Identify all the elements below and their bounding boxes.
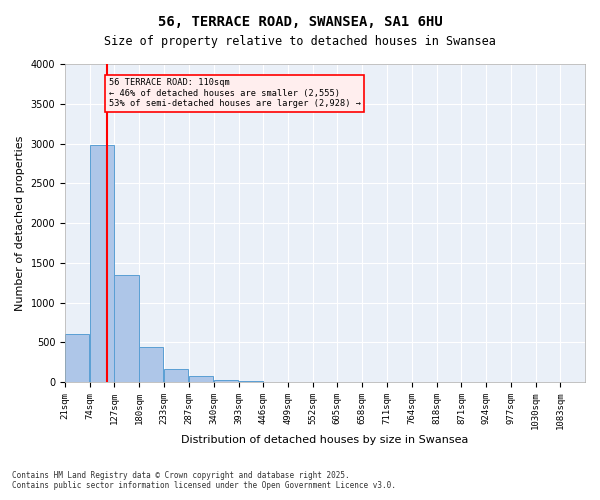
Bar <box>189 376 213 382</box>
Text: Size of property relative to detached houses in Swansea: Size of property relative to detached ho… <box>104 35 496 48</box>
Text: 56 TERRACE ROAD: 110sqm
← 46% of detached houses are smaller (2,555)
53% of semi: 56 TERRACE ROAD: 110sqm ← 46% of detache… <box>109 78 361 108</box>
Bar <box>214 380 238 382</box>
Bar <box>164 369 188 382</box>
Bar <box>65 334 89 382</box>
Text: Contains HM Land Registry data © Crown copyright and database right 2025.
Contai: Contains HM Land Registry data © Crown c… <box>12 470 396 490</box>
Bar <box>115 274 139 382</box>
Bar <box>239 381 263 382</box>
X-axis label: Distribution of detached houses by size in Swansea: Distribution of detached houses by size … <box>181 435 469 445</box>
Bar <box>139 347 163 382</box>
Bar <box>90 145 114 382</box>
Y-axis label: Number of detached properties: Number of detached properties <box>15 136 25 310</box>
Text: 56, TERRACE ROAD, SWANSEA, SA1 6HU: 56, TERRACE ROAD, SWANSEA, SA1 6HU <box>158 15 442 29</box>
